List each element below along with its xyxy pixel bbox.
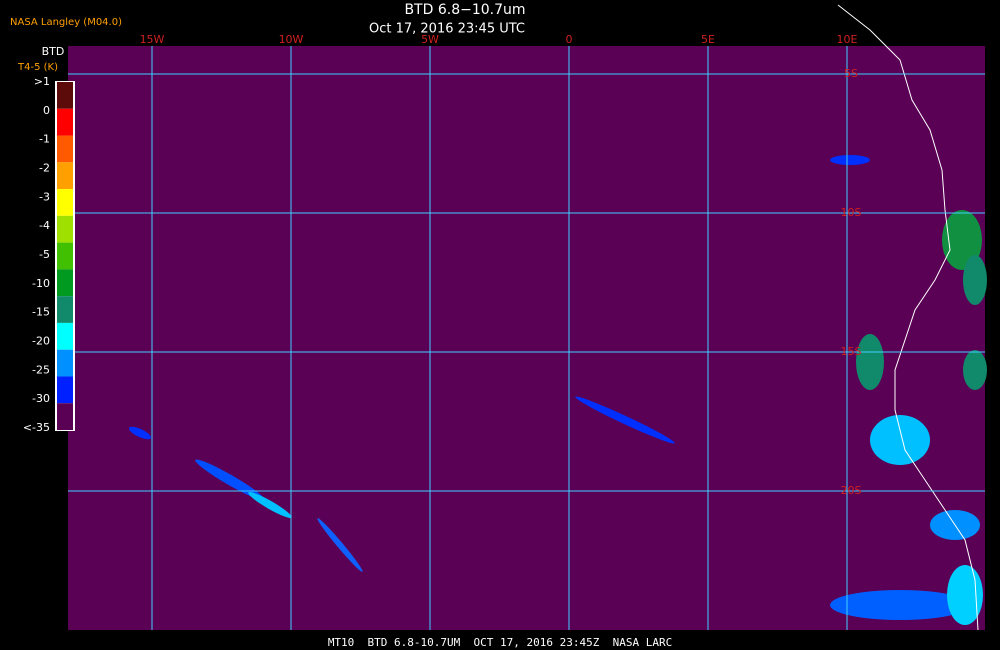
longitude-label: 0 bbox=[566, 33, 573, 46]
longitude-label: 15W bbox=[140, 33, 165, 46]
latitude-label: 20S bbox=[841, 484, 862, 497]
legend-swatch bbox=[57, 215, 73, 243]
title: BTD 6.8−10.7um bbox=[404, 2, 525, 18]
legend-label: -10 bbox=[32, 277, 50, 290]
cloud-features bbox=[128, 155, 987, 625]
coastline bbox=[837, 4, 979, 631]
legend-subtitle: T4-5 (K) bbox=[17, 62, 58, 73]
legend-label: -3 bbox=[39, 190, 50, 203]
legend-label: -5 bbox=[39, 248, 50, 261]
subtitle: Oct 17, 2016 23:45 UTC bbox=[369, 22, 525, 37]
latitude-label: 10S bbox=[841, 206, 862, 219]
legend-swatch bbox=[57, 162, 73, 190]
legend-label: -4 bbox=[39, 219, 50, 232]
legend-swatch bbox=[57, 189, 73, 216]
legend-swatch bbox=[57, 322, 73, 350]
footer: MT10 BTD 6.8-10.7UM OCT 17, 2016 23:45Z … bbox=[328, 636, 672, 649]
legend-swatch bbox=[57, 269, 73, 297]
legend-label: -25 bbox=[32, 363, 50, 376]
longitude-label: 5E bbox=[701, 33, 715, 46]
legend-label: -30 bbox=[32, 392, 50, 405]
legend-swatch bbox=[57, 82, 73, 109]
legend-label: 0 bbox=[43, 104, 50, 117]
longitude-label: 5W bbox=[421, 33, 439, 46]
legend-label: >1 bbox=[34, 75, 50, 88]
legend-swatch bbox=[57, 242, 73, 270]
legend-label: -15 bbox=[32, 306, 50, 319]
legend-label: -1 bbox=[39, 133, 50, 146]
legend-swatch bbox=[57, 376, 73, 404]
map-area bbox=[68, 46, 985, 630]
longitude-label: 10W bbox=[279, 33, 304, 46]
longitude-label: 10E bbox=[837, 33, 858, 46]
legend-label: <-35 bbox=[23, 421, 50, 434]
grid: 15W 10W 5W 0 5E 10E 5S 10S 15S 20S bbox=[68, 33, 985, 630]
legend-label: -2 bbox=[39, 162, 50, 175]
legend-swatch bbox=[57, 135, 73, 163]
legend-swatch bbox=[57, 349, 73, 377]
legend-swatch bbox=[57, 108, 73, 136]
legend: >1 0 -1 -2 -3 -4 -5 -10 -15 -20 -25 -30 <-35 bbox=[23, 75, 75, 434]
latitude-label: 15S bbox=[841, 345, 862, 358]
source: NASA Langley (M04.0) bbox=[10, 17, 122, 28]
latitude-label: 5S bbox=[844, 67, 858, 80]
legend-label: -20 bbox=[32, 335, 50, 348]
legend-swatch bbox=[57, 403, 73, 430]
legend-swatch bbox=[57, 296, 73, 323]
legend-title: BTD bbox=[42, 45, 65, 58]
